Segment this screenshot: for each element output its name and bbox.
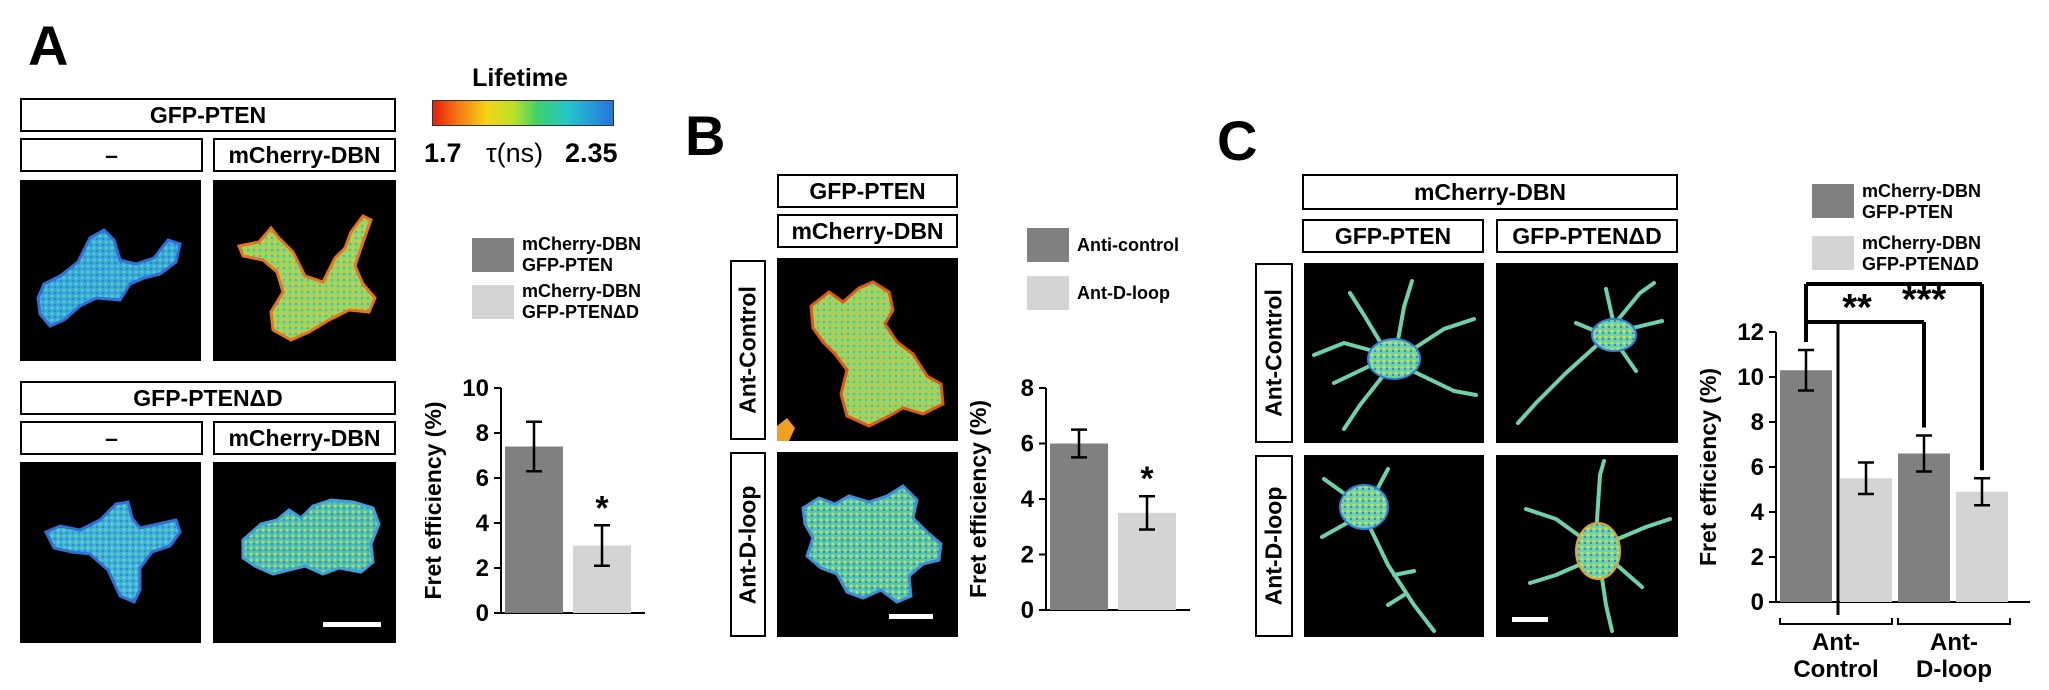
panel-a-image-ptend-dbn	[213, 462, 396, 643]
panel-b-legend-control: Anti-control	[1077, 235, 1179, 255]
panel-a-image-pten-control	[20, 180, 201, 361]
panel-b-row-dloop: Ant-D-loop	[730, 452, 766, 637]
panel-c-image-control-pten	[1304, 263, 1484, 443]
panel-a-letter: A	[28, 14, 69, 77]
panel-a-legend-ptend: mCherry-DBN GFP-PTENΔD	[522, 281, 642, 322]
y-axis-label: Fret efficiency (%)	[1700, 368, 1721, 566]
panel-c-legend-ptend: mCherry-DBN GFP-PTENΔD	[1862, 233, 1982, 274]
y-tick-label: 10	[1737, 364, 1764, 391]
group-bracket	[1897, 618, 2011, 625]
panel-a-top-col-dbn: mCherry-DBN	[213, 138, 396, 172]
panel-a-image-pten-dbn	[213, 180, 396, 361]
y-tick-label: 6	[1751, 454, 1764, 481]
panel-a-legend-swatch-pten	[472, 238, 514, 272]
panel-c-legend-swatch-pten	[1812, 184, 1854, 218]
group-label: Control	[1793, 656, 1878, 683]
panel-c-row-control: Ant-Control	[1255, 263, 1293, 443]
panel-b-image-control	[777, 258, 958, 441]
panel-b-letter: B	[685, 104, 726, 167]
panel-c-image-dloop-ptend	[1496, 455, 1678, 637]
y-tick-label: 10	[462, 375, 489, 402]
bar	[1840, 478, 1892, 602]
panel-a-bar-chart: Fret efficiency (%) 0 2 4 6 8 10 *	[425, 375, 645, 627]
significance-stars: ***	[1902, 280, 1947, 321]
y-tick-label: 4	[1751, 499, 1765, 526]
y-tick-label: 12	[1737, 319, 1764, 346]
panel-b-header-dbn: mCherry-DBN	[777, 214, 958, 248]
panel-b-header-pten: GFP-PTEN	[777, 174, 958, 208]
significance-star: *	[1140, 460, 1154, 498]
y-tick-label: 0	[476, 600, 489, 627]
y-axis-label: Fret efficiency (%)	[425, 401, 446, 599]
panel-b-image-dloop	[777, 452, 958, 637]
y-tick-label: 2	[1021, 542, 1034, 569]
panel-c-legend-pten: mCherry-DBN GFP-PTEN	[1862, 181, 1982, 222]
panel-a-image-ptend-control	[20, 462, 201, 643]
y-tick-label: 8	[1021, 375, 1034, 402]
y-tick-label: 0	[1021, 597, 1034, 624]
bar	[1050, 443, 1108, 610]
panel-a-legend-swatch-ptend	[472, 285, 514, 319]
y-tick-label: 0	[1751, 589, 1764, 616]
y-tick-label: 6	[1021, 431, 1034, 458]
bar	[1898, 453, 1950, 602]
panel-c-image-dloop-pten	[1304, 455, 1484, 637]
panel-c-header: mCherry-DBN	[1302, 174, 1678, 210]
panel-b-legend-swatch-control	[1027, 228, 1069, 262]
y-tick-label: 2	[476, 555, 489, 582]
panel-a-bottom-header: GFP-PTENΔD	[20, 381, 396, 415]
group-label: Ant-	[1812, 629, 1860, 656]
panel-a-bottom-col-dbn: mCherry-DBN	[213, 421, 396, 455]
panel-a-bottom-col-control: –	[20, 421, 203, 455]
panel-c-legend-swatch-ptend	[1812, 236, 1854, 270]
group-label: Ant-	[1930, 629, 1978, 656]
group-label: D-loop	[1916, 656, 1992, 683]
panel-c-row-dloop: Ant-D-loop	[1255, 455, 1293, 637]
bar	[1956, 491, 2008, 602]
bar	[1780, 370, 1832, 602]
lifetime-min: 1.7	[424, 138, 462, 168]
y-tick-label: 8	[1751, 409, 1764, 436]
lifetime-title: Lifetime	[472, 64, 568, 92]
group-bracket	[1779, 618, 1893, 625]
significance-star: *	[595, 489, 609, 527]
lifetime-unit: τ(ns)	[486, 138, 544, 168]
panel-c-letter: C	[1217, 109, 1258, 172]
y-tick-label: 4	[1021, 486, 1035, 513]
lifetime-colorbar	[432, 100, 614, 126]
panel-a-top-col-control: –	[20, 138, 203, 172]
panel-c-bar-chart: Fret efficiency (%)024681012Ant-ControlA…	[1700, 280, 2030, 683]
panel-b-row-control: Ant-Control	[730, 260, 766, 440]
panel-a-legend-pten: mCherry-DBN GFP-PTEN	[522, 234, 642, 275]
bar	[505, 446, 563, 613]
panel-b-legend-dloop: Ant-D-loop	[1077, 283, 1170, 303]
panel-c-image-control-ptend	[1496, 263, 1678, 443]
panel-b-bar-chart: Fret efficiency (%) 0 2 4 6 8 *	[970, 375, 1190, 624]
significance-stars: **	[1842, 287, 1872, 329]
y-tick-label: 6	[476, 465, 489, 492]
panel-c-col-pten: GFP-PTEN	[1302, 219, 1484, 253]
y-axis-label: Fret efficiency (%)	[970, 400, 991, 598]
lifetime-max: 2.35	[565, 138, 618, 168]
panel-b-legend-swatch-dloop	[1027, 276, 1069, 310]
panel-a-top-header: GFP-PTEN	[20, 98, 396, 132]
y-tick-label: 4	[476, 510, 490, 537]
y-tick-label: 8	[476, 420, 489, 447]
y-tick-label: 2	[1751, 544, 1764, 571]
panel-c-col-ptend: GFP-PTENΔD	[1496, 219, 1678, 253]
